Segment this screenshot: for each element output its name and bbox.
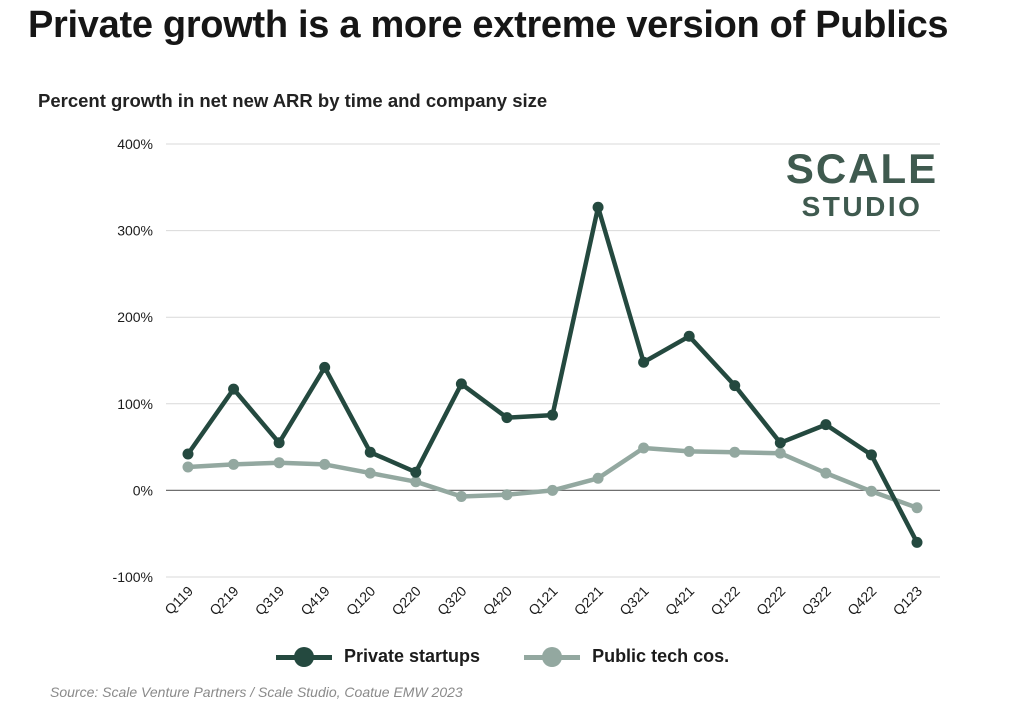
chart-subtitle: Percent growth in net new ARR by time an… — [38, 90, 548, 111]
data-point-public — [228, 458, 240, 470]
data-point-private — [638, 356, 650, 368]
data-point-private — [683, 330, 695, 342]
data-point-private — [455, 378, 467, 390]
x-tick-label: Q220 — [388, 583, 424, 619]
x-tick-label: Q121 — [525, 583, 561, 619]
x-tick-label: Q222 — [753, 583, 789, 619]
y-axis-ticks: -100% 0% 100% 200% 300% 400% — [113, 136, 153, 585]
data-point-public — [592, 472, 604, 484]
data-point-private — [592, 201, 604, 213]
data-point-private — [911, 536, 923, 548]
data-point-private — [547, 409, 558, 421]
x-tick-label: Q219 — [206, 583, 242, 619]
y-tick-label: 0% — [133, 482, 153, 498]
source-note: Source: Scale Venture Partners / Scale S… — [50, 684, 463, 700]
x-tick-label: Q322 — [798, 583, 834, 619]
data-point-public — [364, 467, 376, 479]
x-axis-ticks: Q119 Q219 Q319 Q419 Q120 Q220 Q320 Q420 Q121 Q221… — [161, 583, 925, 619]
x-tick-label: Q421 — [662, 583, 698, 619]
data-point-public — [547, 484, 558, 496]
x-tick-label: Q221 — [571, 583, 607, 619]
y-tick-label: 200% — [117, 309, 153, 325]
data-point-public — [501, 489, 513, 501]
data-point-public — [683, 445, 695, 457]
data-point-public — [319, 458, 331, 470]
data-point-private — [319, 361, 331, 373]
legend-swatch-private — [276, 646, 332, 667]
series-layer — [182, 201, 923, 548]
legend-label-public: Public tech cos. — [592, 646, 730, 666]
data-point-private — [774, 437, 786, 449]
data-point-private — [410, 466, 422, 478]
data-point-private — [182, 448, 194, 460]
data-point-public — [820, 467, 832, 479]
data-point-public — [455, 490, 467, 502]
data-point-public — [410, 476, 422, 488]
data-point-private — [364, 446, 376, 458]
x-tick-label: Q122 — [707, 583, 743, 619]
legend-item-public: Public tech cos. — [524, 646, 729, 667]
data-point-private — [501, 412, 513, 424]
page-title: Private growth is a more extreme version… — [28, 4, 949, 46]
data-point-public — [865, 485, 877, 497]
y-tick-label: 400% — [117, 136, 153, 152]
y-tick-label: -100% — [113, 569, 153, 585]
data-point-public — [638, 442, 650, 454]
series-line-public — [185, 445, 920, 510]
data-point-public — [729, 446, 741, 458]
data-point-public — [911, 502, 923, 514]
x-tick-label: Q420 — [480, 583, 516, 619]
x-tick-label: Q419 — [297, 583, 333, 619]
data-point-private — [865, 449, 877, 461]
logo-line1: SCALE — [785, 145, 939, 192]
data-point-public — [774, 447, 786, 459]
data-point-public — [182, 461, 194, 473]
scale-studio-logo: SCALE STUDIO — [782, 146, 942, 222]
data-point-private — [729, 380, 741, 392]
legend-dot-public — [542, 646, 563, 667]
logo-line2: STUDIO — [801, 191, 923, 222]
x-tick-label: Q120 — [343, 583, 379, 619]
x-tick-label: Q319 — [252, 583, 288, 619]
y-tick-label: 100% — [117, 396, 153, 412]
x-tick-label: Q119 — [161, 583, 196, 618]
x-tick-label: Q422 — [844, 583, 880, 619]
legend-item-private: Private startups — [276, 646, 480, 667]
legend-dot-private — [294, 646, 314, 667]
legend-label-private: Private startups — [344, 646, 481, 666]
data-point-public — [273, 457, 285, 469]
x-tick-label: Q320 — [434, 583, 470, 619]
data-point-private — [273, 437, 285, 449]
x-tick-label: Q123 — [890, 583, 926, 619]
x-tick-label: Q321 — [616, 583, 652, 619]
chart-legend: Private startups Public tech cos. — [276, 646, 773, 667]
y-tick-label: 300% — [117, 223, 153, 239]
legend-swatch-public — [524, 646, 581, 667]
data-point-private — [228, 383, 240, 395]
data-point-private — [820, 419, 832, 431]
